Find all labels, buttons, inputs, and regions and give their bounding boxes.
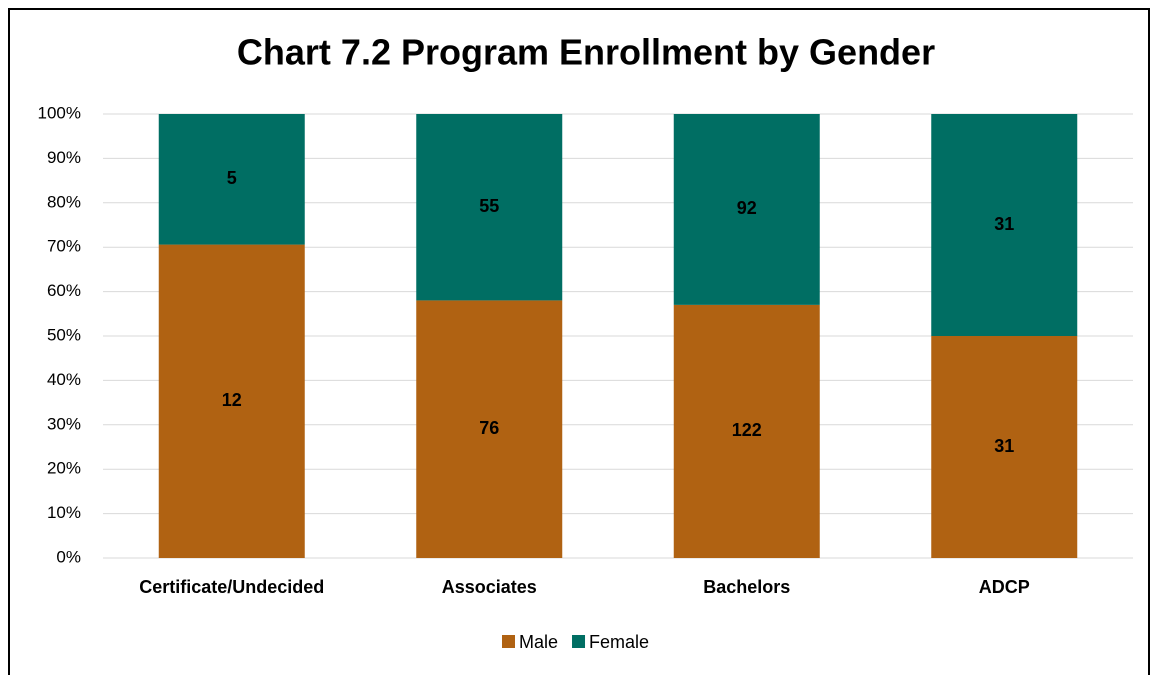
bar-segment xyxy=(158,244,305,558)
chart-title: Chart 7.2 Program Enrollment by Gender xyxy=(237,32,935,73)
data-label: 31 xyxy=(994,214,1014,234)
legend-label: Male xyxy=(519,632,558,652)
legend-swatch xyxy=(502,635,515,648)
data-label: 12 xyxy=(222,390,242,410)
bar-segment xyxy=(673,114,820,305)
y-tick-label: 30% xyxy=(47,414,81,433)
y-tick-label: 40% xyxy=(47,370,81,389)
chart-border xyxy=(8,8,1150,675)
bar-segment xyxy=(416,114,563,301)
y-tick-label: 20% xyxy=(47,459,81,478)
data-label: 55 xyxy=(479,196,499,216)
data-label: 5 xyxy=(227,168,237,188)
data-label: 76 xyxy=(479,418,499,438)
y-tick-label: 0% xyxy=(56,547,81,566)
x-tick-label: Bachelors xyxy=(703,577,790,597)
y-tick-label: 10% xyxy=(47,503,81,522)
bar-segment xyxy=(931,336,1078,558)
data-label: 92 xyxy=(737,198,757,218)
y-tick-label: 90% xyxy=(47,148,81,167)
x-tick-label: Associates xyxy=(442,577,537,597)
data-label: 31 xyxy=(994,436,1014,456)
y-tick-label: 50% xyxy=(47,325,81,344)
legend-swatch xyxy=(572,635,586,648)
legend-label: Female xyxy=(589,632,649,652)
bar-segment xyxy=(416,300,563,558)
bar-segment xyxy=(158,114,305,245)
bar-segment xyxy=(931,114,1078,336)
y-tick-label: 100% xyxy=(38,103,81,122)
x-tick-label: ADCP xyxy=(979,577,1030,597)
y-tick-label: 80% xyxy=(47,192,81,211)
y-tick-label: 60% xyxy=(47,281,81,300)
bar-segment xyxy=(673,304,820,558)
x-tick-label: Certificate/Undecided xyxy=(139,577,324,597)
y-tick-label: 70% xyxy=(47,237,81,256)
data-label: 122 xyxy=(732,420,762,440)
